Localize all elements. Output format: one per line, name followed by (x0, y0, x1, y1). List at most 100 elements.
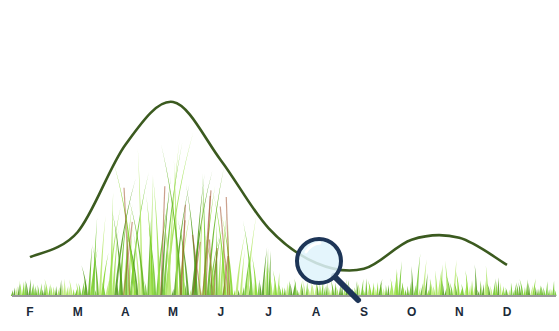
grass-blade (19, 280, 22, 296)
grass-blade (325, 283, 327, 296)
grass-blade (68, 286, 70, 296)
grass-blade (475, 265, 478, 296)
grass-blade (376, 282, 378, 296)
grass-blade (418, 287, 421, 296)
grass-blade (550, 288, 552, 296)
x-tick-label: F (26, 305, 33, 319)
grass-blade (66, 287, 68, 296)
grass-blade (487, 283, 490, 296)
grass-blade (374, 287, 376, 296)
grass-blade (39, 283, 41, 296)
grass-blade (460, 288, 462, 296)
grass-blade (454, 283, 457, 296)
grass-blade (240, 249, 245, 296)
grass-blade (116, 280, 119, 296)
grass-blade (365, 278, 367, 296)
x-tick-label: D (503, 305, 512, 319)
grass-blade (486, 266, 489, 296)
grass-blade (499, 282, 501, 296)
grass-blade (193, 174, 204, 296)
grass-blade (243, 221, 253, 296)
grass-blade (114, 162, 137, 296)
x-tick-label: N (455, 305, 464, 319)
grass-blade (543, 287, 546, 296)
grass-blade (430, 279, 434, 296)
grass-blade (266, 249, 268, 296)
magnifier-lens (297, 239, 341, 283)
grass-blade (429, 279, 431, 296)
grass-stem (161, 186, 165, 296)
grass-blade (259, 280, 262, 296)
grass-blade (411, 266, 413, 296)
grass-decoration (11, 133, 557, 296)
grass-blade (368, 281, 372, 296)
grass-blade (495, 281, 497, 296)
grass-blade (537, 288, 539, 296)
grass-blade (161, 144, 183, 296)
x-tick-label: S (360, 305, 368, 319)
grass-blade (37, 285, 39, 296)
grass-blade (541, 286, 544, 296)
grass-blade (174, 160, 178, 296)
grass-blade (444, 288, 446, 296)
grass-blade (59, 280, 61, 296)
grass-blade (501, 286, 503, 296)
x-tick-label: M (73, 305, 83, 319)
grass-blade (409, 281, 411, 296)
grass-blade (380, 281, 383, 296)
grass-blade (372, 283, 374, 296)
grass-blade (445, 261, 449, 296)
grass-blade (277, 272, 279, 296)
plot-area (30, 102, 507, 271)
grass-blade (220, 212, 227, 296)
grass-blade (75, 289, 77, 296)
magnifier-icon (297, 239, 358, 300)
grass-blade (28, 279, 30, 296)
x-tick-label: J (265, 305, 272, 319)
grass-blade (356, 281, 358, 296)
grass-blade (61, 284, 63, 296)
grass-blade (528, 283, 530, 296)
grass-blade (413, 285, 416, 296)
grass-blade (57, 287, 59, 296)
grass-blade (497, 277, 499, 296)
grass-blade (442, 280, 444, 296)
grass-blade (133, 228, 141, 296)
grass-blade (396, 269, 398, 296)
grass-blade (15, 286, 17, 296)
grass-blade (456, 271, 460, 296)
grass-blade (552, 281, 554, 296)
grass-blade (79, 283, 82, 296)
grass-blade (334, 283, 336, 296)
grass-blade (273, 270, 277, 296)
grass-blade (235, 232, 245, 296)
grass-blade (262, 248, 267, 296)
grass-blade (288, 281, 290, 296)
grass-blade (482, 284, 484, 296)
grass-blade (407, 286, 409, 296)
grass-blade (548, 289, 550, 296)
grass-blade (440, 265, 443, 296)
grass-blade (284, 288, 286, 296)
grass-blade (416, 254, 421, 296)
grass-blade (99, 216, 106, 296)
grass-blade (515, 285, 517, 296)
grass-blade (290, 282, 293, 296)
grass-blade (64, 279, 66, 296)
grass-blade (490, 286, 493, 296)
x-tick-label: O (407, 305, 416, 319)
grass-stem (193, 242, 201, 296)
grass-blade (146, 196, 154, 296)
grass-blade (69, 279, 72, 296)
grass-blade (363, 289, 365, 296)
grass-blade (53, 287, 55, 296)
grass-blade (461, 284, 464, 296)
grass-blade (242, 287, 244, 296)
season-curve (30, 102, 507, 271)
grass-blade (473, 286, 475, 296)
grass-blade (378, 279, 382, 296)
magnifier-handle (334, 276, 358, 300)
grass-blade (402, 283, 405, 296)
grass-blade (35, 286, 37, 296)
grass-blade (336, 287, 339, 296)
